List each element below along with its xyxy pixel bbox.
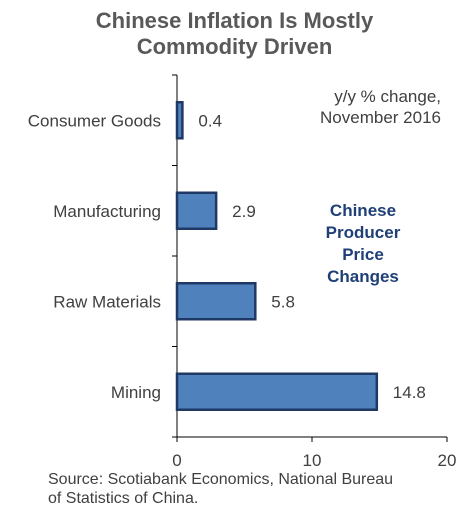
source-line: of Statistics of China. xyxy=(48,490,199,507)
unit-note: y/y % change, November 2016 xyxy=(320,86,441,128)
category-label: Mining xyxy=(111,383,161,402)
unit-note-line: y/y % change, xyxy=(334,87,441,106)
category-label: Consumer Goods xyxy=(28,111,161,130)
unit-note-line: November 2016 xyxy=(320,108,441,127)
value-label: 2.9 xyxy=(232,202,256,221)
x-tick-label: 10 xyxy=(303,451,322,470)
x-tick-label: 20 xyxy=(438,451,457,470)
bar xyxy=(175,372,379,411)
chart-title-line: Chinese Inflation Is Mostly xyxy=(95,8,374,33)
annotation-line: Chinese xyxy=(329,201,397,220)
x-tick-label: 0 xyxy=(172,451,181,470)
value-label: 5.8 xyxy=(271,292,295,311)
annotation-line: Price xyxy=(342,245,384,264)
category-label: Raw Materials xyxy=(53,292,161,311)
value-label: 0.4 xyxy=(198,111,222,130)
chart-title-line: Commodity Driven xyxy=(136,34,333,59)
annotation-line: Changes xyxy=(327,267,399,286)
bar xyxy=(175,191,218,230)
annotation-line: Producer xyxy=(325,223,401,242)
bar xyxy=(175,282,257,321)
bar xyxy=(175,101,184,140)
series-annotation: Chinese Producer Price Changes xyxy=(300,200,426,288)
category-label: Manufacturing xyxy=(53,202,161,221)
source-note: Source: Scotiabank Economics, National B… xyxy=(48,470,458,508)
value-label: 14.8 xyxy=(393,383,426,402)
source-line: Source: Scotiabank Economics, National B… xyxy=(48,471,394,488)
chart-title: Chinese Inflation Is Mostly Commodity Dr… xyxy=(0,8,469,60)
